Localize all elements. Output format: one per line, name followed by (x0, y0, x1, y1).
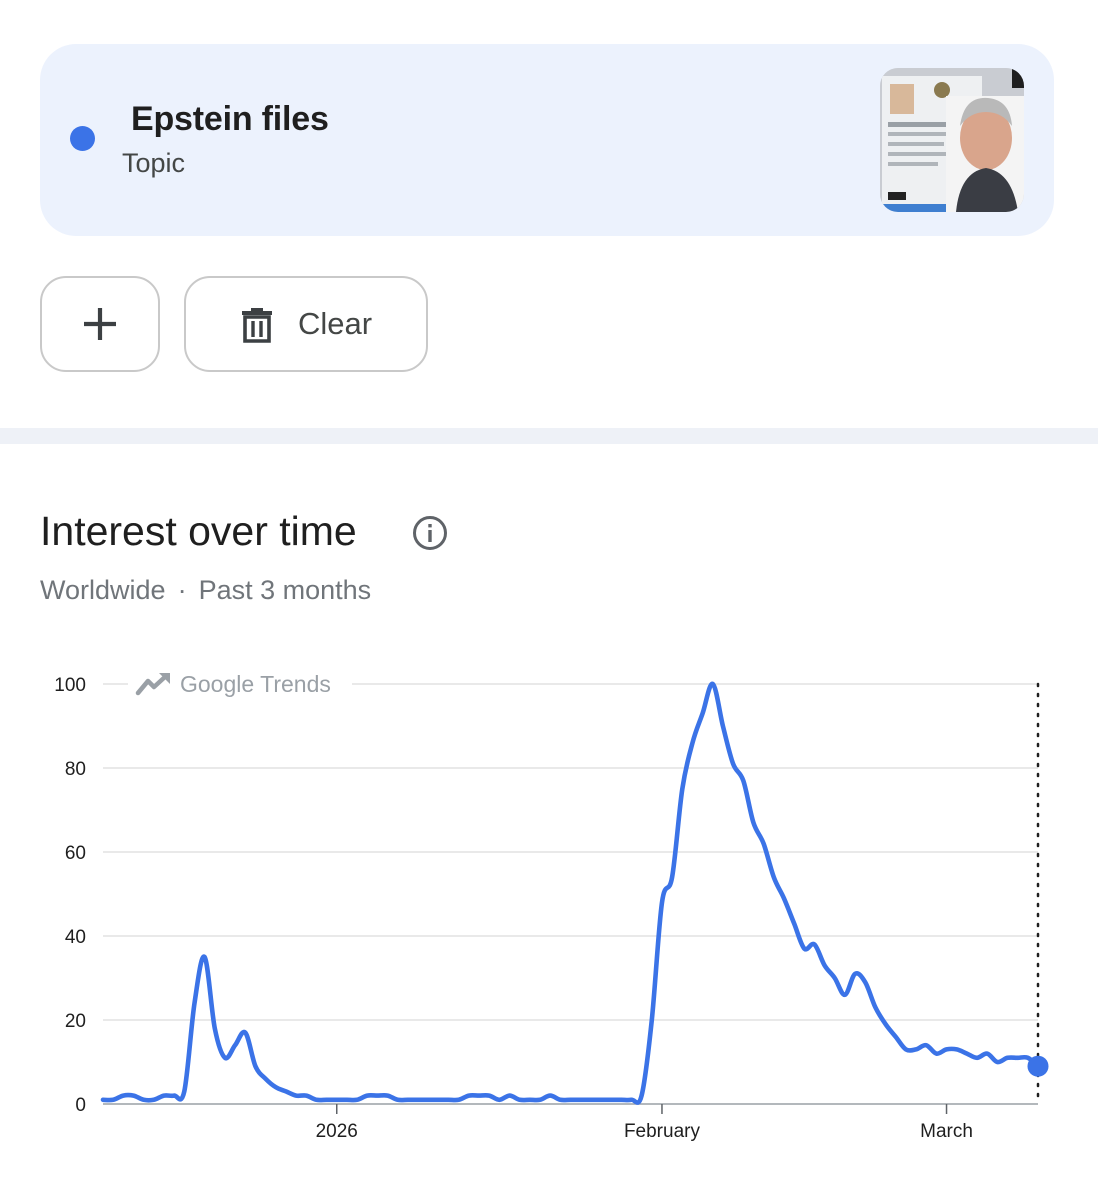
info-icon[interactable] (412, 515, 448, 551)
y-tick-label: 40 (65, 927, 86, 948)
series-line-epstein-files (100, 681, 1041, 1105)
section-title: Interest over time (40, 508, 357, 554)
latest-data-point (1027, 1055, 1049, 1077)
search-term-card[interactable]: Epstein files Topic (40, 44, 1054, 236)
region-label[interactable]: Worldwide (40, 575, 166, 605)
trash-icon (241, 308, 272, 343)
clear-button-label: Clear (297, 306, 373, 341)
y-tick-label: 0 (75, 1095, 86, 1116)
y-tick-label: 80 (65, 759, 86, 780)
x-tick-label: February (624, 1121, 701, 1142)
y-tick-label: 20 (65, 1011, 86, 1032)
section-divider (0, 428, 1098, 444)
plus-icon (84, 308, 116, 340)
term-color-dot (70, 126, 95, 151)
trends-logo-icon (135, 673, 169, 696)
clear-button[interactable]: Clear (184, 276, 428, 372)
scope-separator: · (177, 575, 187, 605)
trends-logo-arrow-icon (159, 673, 170, 684)
x-tick-label: 2026 (316, 1121, 358, 1142)
chart-scope: Worldwide · Past 3 months (40, 575, 371, 606)
period-label[interactable]: Past 3 months (198, 575, 372, 605)
watermark: Google Trends (180, 671, 331, 697)
add-comparison-button[interactable] (40, 276, 160, 372)
y-tick-label: 100 (54, 675, 86, 696)
x-tick-label: March (920, 1121, 973, 1142)
term-name: Epstein files (131, 100, 329, 138)
person-photo-thumbnail (880, 68, 1024, 212)
term-type: Topic (122, 148, 186, 178)
watermark-backdrop (128, 666, 352, 702)
y-tick-label: 60 (65, 843, 86, 864)
interest-over-time-chart: 0 20 40 60 80 100 Google Trends 2026 February Mar… (54, 666, 1049, 1142)
